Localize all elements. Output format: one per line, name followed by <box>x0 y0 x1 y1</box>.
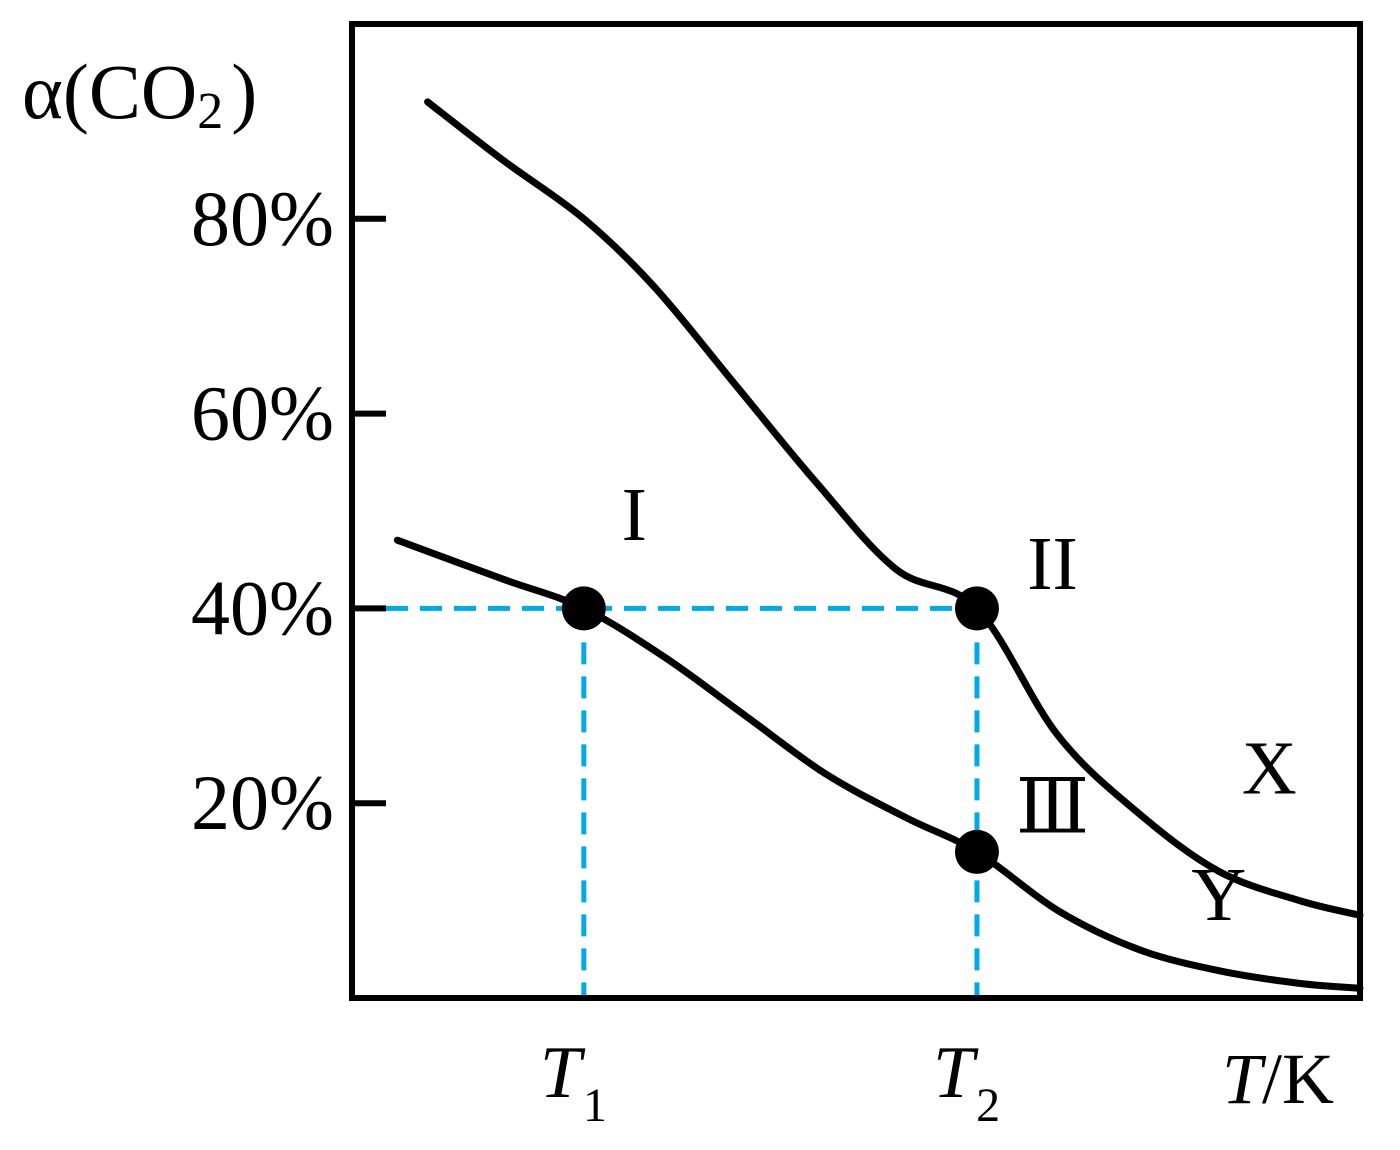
y-tick-label: 20% <box>191 759 334 846</box>
point-label-2: II <box>1027 522 1078 606</box>
y-tick-label: 60% <box>191 370 334 457</box>
x-ticks: T1 T2 <box>540 1032 1000 1132</box>
y-axis-label-subscript: 2 <box>197 83 223 140</box>
y-ticks: 20% 40% 60% 80% <box>191 175 386 846</box>
data-points <box>561 586 999 874</box>
series-label-x: X <box>1242 726 1297 810</box>
y-tick-label: 80% <box>191 175 334 262</box>
x-tick-label-1: T1 <box>540 1032 607 1132</box>
y-axis-label-prefix: α(CO <box>22 48 197 135</box>
point-label-3: Ⅲ <box>1016 765 1089 849</box>
x-axis-label-unit: /K <box>1262 1039 1334 1119</box>
x-axis-label: T/K <box>1222 1039 1334 1119</box>
series-label-y: Y <box>1191 853 1246 937</box>
y-axis-label: α(CO2) <box>22 48 257 140</box>
series-line-x <box>424 98 1364 919</box>
point-marker-3 <box>954 829 999 874</box>
point-marker-2 <box>954 586 999 631</box>
y-axis-label-suffix: ) <box>231 48 257 135</box>
point-marker-1 <box>561 586 606 631</box>
plot-frame <box>349 21 1363 1001</box>
point-label-1: I <box>622 473 647 557</box>
y-tick-label: 40% <box>191 564 334 651</box>
reference-lines <box>352 605 980 995</box>
x-tick-label-2: T2 <box>933 1032 1000 1132</box>
x-axis-label-italic: T <box>1222 1039 1267 1119</box>
